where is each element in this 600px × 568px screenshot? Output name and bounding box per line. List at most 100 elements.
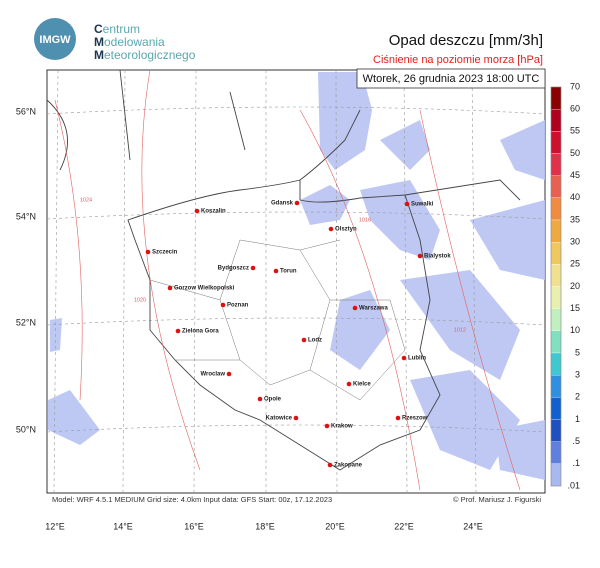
city-label: Poznan	[227, 303, 249, 309]
colorbar-label: 1	[575, 414, 580, 424]
precipitation	[48, 72, 545, 480]
city-label: Warszawa	[359, 306, 388, 312]
lon-label: 18°E	[255, 521, 275, 531]
city-dot	[145, 249, 151, 255]
title: Opad deszczu [mm/3h]	[389, 32, 543, 49]
isobar-label: 1020	[134, 297, 146, 303]
lat-label: 52°N	[16, 317, 36, 327]
colorbar-label: 3	[575, 370, 580, 380]
colorbar: 70 60 55 50 45 40 35 30 25 20 15 10 5 3 2 1 .5 .1 .01	[550, 81, 580, 490]
lat-label: 56°N	[16, 106, 36, 116]
colorbar-label: .1	[572, 458, 580, 468]
colorbar-label: 45	[570, 170, 580, 180]
city-dot	[404, 201, 410, 207]
city-label: Katowice	[266, 416, 293, 422]
city-label: Kielce	[353, 382, 371, 388]
lon-label: 22°E	[394, 521, 414, 531]
city-dot	[346, 381, 352, 387]
city-dot	[301, 337, 307, 343]
city-dot	[293, 415, 299, 421]
city-dot	[257, 396, 263, 402]
org-line: Meteorologicznego	[94, 48, 196, 62]
city-dot	[417, 253, 423, 259]
city-dot	[250, 265, 256, 271]
colorbar-frame	[550, 86, 562, 487]
colorbar-segment	[550, 352, 562, 376]
org-line: Centrum	[94, 22, 141, 36]
colorbar-segment	[550, 419, 562, 442]
colorbar-segment	[550, 375, 562, 398]
colorbar-segment	[550, 441, 562, 464]
colorbar-label: 35	[570, 214, 580, 224]
city-label: Zakopane	[334, 463, 363, 469]
colorbar-label: 30	[570, 237, 580, 247]
city-label: Rzeszow	[402, 416, 428, 422]
lon-label: 16°E	[184, 521, 204, 531]
org-line: Modelowania	[94, 35, 165, 49]
date: Wtorek, 26 grudnia 2023 18:00 UTC	[363, 73, 540, 85]
colorbar-label: 25	[570, 259, 580, 269]
colorbar-label: .5	[572, 436, 580, 446]
colorbar-segment	[550, 463, 562, 487]
grid	[46, 69, 546, 493]
footer-credit: © Prof. Mariusz J. Figurski	[453, 495, 541, 504]
city-dot	[226, 371, 232, 377]
city-label: Koszalin	[201, 209, 226, 215]
city-dot	[401, 355, 407, 361]
city-dot	[167, 285, 173, 291]
city-dot	[395, 415, 401, 421]
date-box	[356, 68, 546, 89]
city-label: Torun	[280, 269, 297, 275]
cities: Gdansk Koszalin Szczecin Olsztyn Suwalki Bial…	[145, 201, 451, 469]
subtitle: Ciśnienie na poziomie morza [hPa]	[373, 54, 543, 66]
colorbar-label: .01	[567, 480, 580, 490]
city-label: Olsztyn	[335, 227, 357, 233]
colorbar-segment	[550, 397, 562, 420]
colorbar-segment	[550, 109, 562, 132]
colorbar-segment	[550, 86, 562, 110]
city-dot	[194, 208, 200, 214]
lat-label: 50°N	[16, 424, 36, 434]
footer-bar	[48, 494, 544, 506]
city-dot	[352, 305, 358, 311]
colorbar-label: 60	[570, 104, 580, 114]
colorbar-segment	[550, 330, 562, 354]
city-dot	[328, 226, 334, 232]
city-dot	[324, 423, 330, 429]
city-label: Zielona Gora	[182, 329, 219, 335]
borders	[46, 69, 521, 471]
colorbar-label: 10	[570, 325, 580, 335]
colorbar-segment	[550, 153, 562, 176]
axes-labels: 12°E 14°E 16°E 18°E 20°E 22°E 24°E 56°N 54°N 52°N…	[16, 106, 483, 531]
colorbar-label: 15	[570, 303, 580, 313]
city-label: Lodz	[308, 338, 322, 344]
city-dot	[327, 462, 333, 468]
logo-text: IMGW	[39, 34, 71, 46]
isobar-label: 1024	[80, 197, 92, 203]
lon-label: 20°E	[325, 521, 345, 531]
logo-circle	[34, 18, 76, 60]
isobar-label: 1016	[359, 217, 371, 223]
isobar-label: 1012	[454, 327, 466, 333]
colorbar-segment	[550, 264, 562, 287]
colorbar-label: 55	[570, 126, 580, 136]
colorbar-segment	[550, 175, 562, 198]
city-dot	[220, 302, 226, 308]
city-dot	[273, 268, 279, 274]
city-label: Opole	[264, 397, 282, 403]
colorbar-segment	[550, 242, 562, 265]
city-label: Szczecin	[152, 250, 178, 256]
isobar-labels: 1024 1020 1016 1012	[80, 197, 466, 333]
city-label: Krakow	[331, 424, 353, 430]
colorbar-label: 5	[575, 347, 580, 357]
city-label: Gdansk	[271, 201, 294, 207]
isobars	[54, 69, 521, 491]
colorbar-label: 20	[570, 281, 580, 291]
city-label: Bydgoszcz	[218, 266, 249, 272]
colorbar-segment	[550, 286, 562, 309]
colorbar-label: 50	[570, 148, 580, 158]
lon-label: 24°E	[463, 521, 483, 531]
admin-borders	[149, 239, 406, 401]
